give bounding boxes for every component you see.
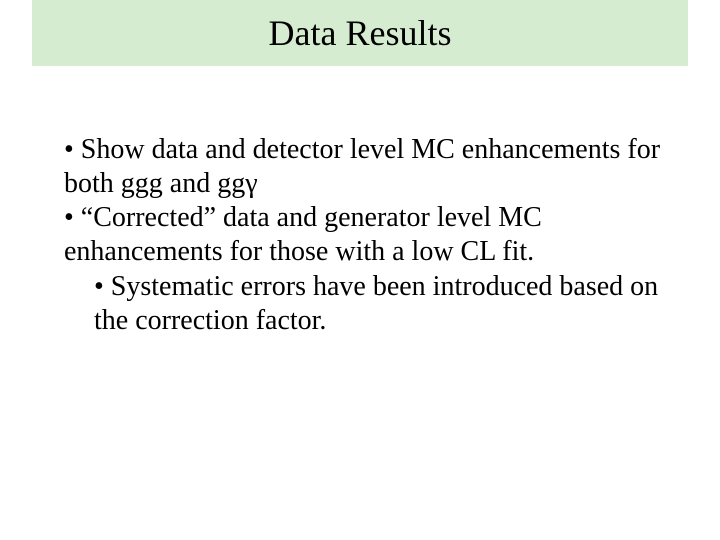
bullet-item-3: • Systematic errors have been introduced…	[94, 270, 664, 338]
slide-body: • Show data and detector level MC enhanc…	[64, 133, 664, 338]
slide-title: Data Results	[269, 12, 452, 54]
title-band: Data Results	[32, 0, 688, 66]
bullet-item-1: • Show data and detector level MC enhanc…	[64, 133, 664, 201]
bullet-item-2: • “Corrected” data and generator level M…	[64, 201, 664, 269]
